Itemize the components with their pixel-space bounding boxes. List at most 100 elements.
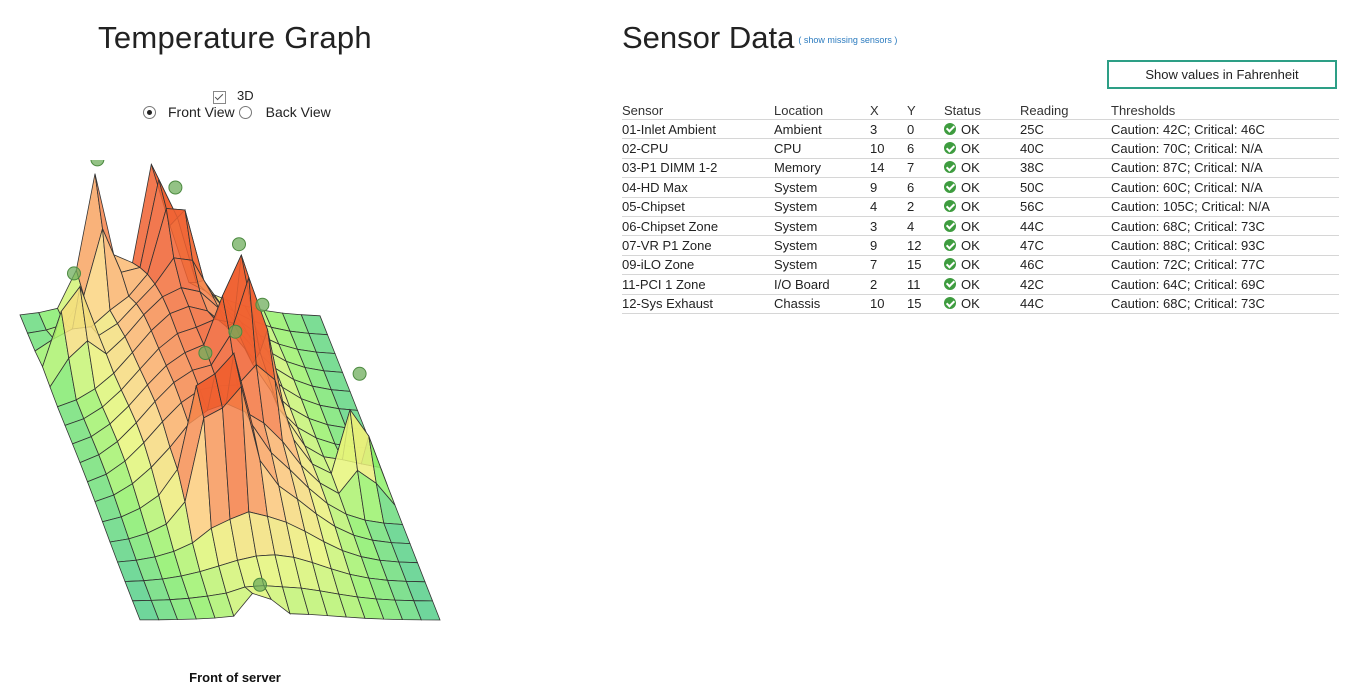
- cell-reading: 56C: [1020, 197, 1111, 217]
- ok-check-icon: [944, 277, 956, 290]
- show-fahrenheit-button[interactable]: Show values in Fahrenheit: [1107, 60, 1337, 89]
- status-text: OK: [961, 199, 980, 215]
- sensor-row: 12-Sys Exhaust Chassis 10 15 OK 44C Caution: 6…: [622, 294, 1339, 314]
- back-view-radio[interactable]: [238, 105, 252, 119]
- col-header-thresholds[interactable]: Thresholds: [1111, 102, 1339, 120]
- cell-status: OK: [944, 177, 1020, 198]
- sensor-marker[interactable]: [168, 180, 183, 195]
- sensor-table: Sensor Location X Y Status Reading Thres…: [622, 102, 1339, 314]
- sensor-marker[interactable]: [228, 324, 243, 339]
- ok-check-icon: [944, 219, 956, 232]
- cell-y: 6: [907, 177, 944, 198]
- col-header-reading[interactable]: Reading: [1020, 102, 1111, 120]
- status-text: OK: [961, 121, 980, 137]
- col-header-y[interactable]: Y: [907, 102, 944, 120]
- sensor-marker[interactable]: [67, 266, 81, 281]
- sensor-marker[interactable]: [253, 577, 267, 592]
- col-header-sensor[interactable]: Sensor: [622, 102, 774, 120]
- cell-reading: 38C: [1020, 158, 1111, 179]
- cell-status: OK: [944, 235, 1020, 256]
- sensor-data-title: Sensor Data: [622, 20, 795, 55]
- cell-y: 11: [907, 274, 944, 295]
- front-view-radio[interactable]: [143, 105, 156, 119]
- cell-y: 6: [907, 138, 944, 159]
- sensor-row: 02-CPU CPU 10 6 OK 40C Caution: 70C; Critical:…: [622, 138, 1339, 159]
- cell-x: 10: [870, 138, 907, 159]
- ok-check-icon: [944, 297, 956, 310]
- cell-sensor: 05-Chipset: [622, 197, 774, 217]
- cell-sensor: 11-PCI 1 Zone: [622, 274, 774, 295]
- cell-y: 0: [907, 119, 944, 140]
- sensor-data-panel: Sensor Data( show missing sensors ) Show…: [622, 0, 1339, 695]
- sensor-marker[interactable]: [232, 237, 246, 252]
- cell-reading: 50C: [1020, 177, 1111, 198]
- graph-title: Temperature Graph: [98, 20, 372, 55]
- show-missing-sensors-link[interactable]: ( show missing sensors ): [798, 34, 898, 45]
- cell-thresholds: Caution: 87C; Critical: N/A: [1111, 158, 1339, 179]
- ok-check-icon: [944, 122, 956, 135]
- cell-sensor: 06-Chipset Zone: [622, 216, 774, 237]
- cell-location: System: [774, 235, 870, 256]
- ok-check-icon: [944, 239, 956, 252]
- col-header-status[interactable]: Status: [944, 102, 1020, 120]
- status-text: OK: [961, 179, 980, 195]
- cell-location: Ambient: [774, 119, 870, 140]
- sensor-marker[interactable]: [255, 297, 270, 312]
- front-view-label: Front View: [168, 104, 235, 120]
- cell-x: 14: [870, 158, 907, 179]
- temperature-surface-3d[interactable]: [0, 160, 470, 640]
- cell-sensor: 03-P1 DIMM 1-2: [622, 158, 774, 179]
- sensor-marker[interactable]: [90, 160, 105, 167]
- cell-thresholds: Caution: 68C; Critical: 73C: [1111, 216, 1339, 237]
- cell-y: 7: [907, 158, 944, 179]
- cell-x: 9: [870, 235, 907, 256]
- cell-y: 2: [907, 197, 944, 217]
- cell-thresholds: Caution: 88C; Critical: 93C: [1111, 235, 1339, 256]
- cell-status: OK: [944, 158, 1020, 179]
- cell-thresholds: Caution: 42C; Critical: 46C: [1111, 119, 1339, 140]
- status-text: OK: [961, 141, 980, 157]
- sensor-row: 04-HD Max System 9 6 OK 50C Caution: 60C; Crit…: [622, 177, 1339, 198]
- sensor-marker[interactable]: [352, 366, 367, 381]
- cell-x: 10: [870, 294, 907, 314]
- front-of-server-label: Front of server: [189, 670, 281, 685]
- ok-check-icon: [944, 161, 956, 174]
- cell-y: 12: [907, 235, 944, 256]
- cell-status: OK: [944, 138, 1020, 159]
- cell-location: I/O Board: [774, 274, 870, 295]
- cell-reading: 25C: [1020, 119, 1111, 140]
- cell-sensor: 07-VR P1 Zone: [622, 235, 774, 256]
- cell-sensor: 09-iLO Zone: [622, 255, 774, 276]
- sensor-marker[interactable]: [198, 346, 213, 360]
- ok-check-icon: [944, 180, 956, 193]
- ok-check-icon: [944, 142, 956, 155]
- cell-location: System: [774, 177, 870, 198]
- cell-status: OK: [944, 119, 1020, 140]
- cell-thresholds: Caution: 105C; Critical: N/A: [1111, 197, 1339, 217]
- cell-status: OK: [944, 255, 1020, 276]
- 3d-toggle[interactable]: 3D: [213, 88, 254, 104]
- col-header-location[interactable]: Location: [774, 102, 870, 120]
- cell-x: 7: [870, 255, 907, 276]
- 3d-checkbox[interactable]: [213, 91, 226, 104]
- cell-reading: 42C: [1020, 274, 1111, 295]
- cell-location: Memory: [774, 158, 870, 179]
- cell-location: System: [774, 255, 870, 276]
- ok-check-icon: [944, 258, 956, 271]
- cell-y: 4: [907, 216, 944, 237]
- back-view-label: Back View: [265, 104, 331, 120]
- status-text: OK: [961, 238, 980, 254]
- cell-thresholds: Caution: 68C; Critical: 73C: [1111, 294, 1339, 314]
- cell-x: 4: [870, 197, 907, 217]
- cell-y: 15: [907, 294, 944, 314]
- cell-location: System: [774, 197, 870, 217]
- cell-x: 3: [870, 119, 907, 140]
- sensor-row: 11-PCI 1 Zone I/O Board 2 11 OK 42C Caution: 6…: [622, 274, 1339, 295]
- status-text: OK: [961, 218, 980, 234]
- cell-reading: 47C: [1020, 235, 1111, 256]
- cell-sensor: 01-Inlet Ambient: [622, 119, 774, 140]
- col-header-x[interactable]: X: [870, 102, 907, 120]
- ok-check-icon: [944, 200, 956, 213]
- cell-sensor: 02-CPU: [622, 138, 774, 159]
- status-text: OK: [961, 276, 980, 292]
